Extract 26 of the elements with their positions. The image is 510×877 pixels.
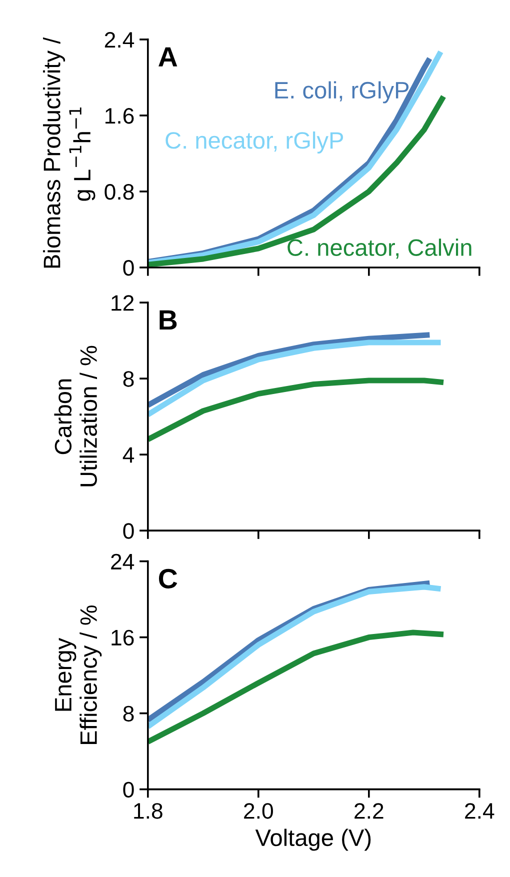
x-tick-label: 1.8 [134, 803, 162, 819]
x-tick-label: 2.4 [465, 803, 494, 819]
x-tick-label: 2.2 [354, 803, 384, 819]
y-tick-label: 1.6 [106, 108, 134, 124]
y-tick-label: 8 [123, 371, 134, 387]
series-label: E. coli, rGlyP [275, 81, 409, 104]
y-axis-title: Energy Efficiency / % [55, 605, 102, 744]
series-label: C. necator, rGlyP [166, 131, 344, 154]
y-tick-label: 8 [123, 706, 134, 722]
y-tick-label: 24 [111, 554, 134, 570]
y-axis-title: Biomass Productivity / g L$^{−1}$h$^{−1}$ [43, 37, 96, 268]
annotation: C [158, 568, 178, 589]
y-tick-label: 2.4 [104, 32, 134, 48]
y-tick-label: 0 [123, 782, 134, 798]
x-tick-label: 2.0 [244, 803, 273, 819]
annotation: B [160, 310, 177, 330]
y-tick-label: 0 [123, 260, 134, 276]
y-tick-label: 0 [123, 523, 134, 539]
y-tick-label: 16 [112, 630, 134, 646]
y-tick-label: 0.8 [104, 184, 134, 200]
y-tick-label: 12 [112, 295, 134, 311]
series-label: C. necator, Calvin [288, 238, 472, 259]
x-axis-title: Voltage (V) [255, 828, 371, 851]
y-tick-label: 4 [122, 447, 134, 463]
annotation: A [158, 47, 178, 66]
y-axis-title: Carbon Utilization / % [54, 346, 97, 486]
